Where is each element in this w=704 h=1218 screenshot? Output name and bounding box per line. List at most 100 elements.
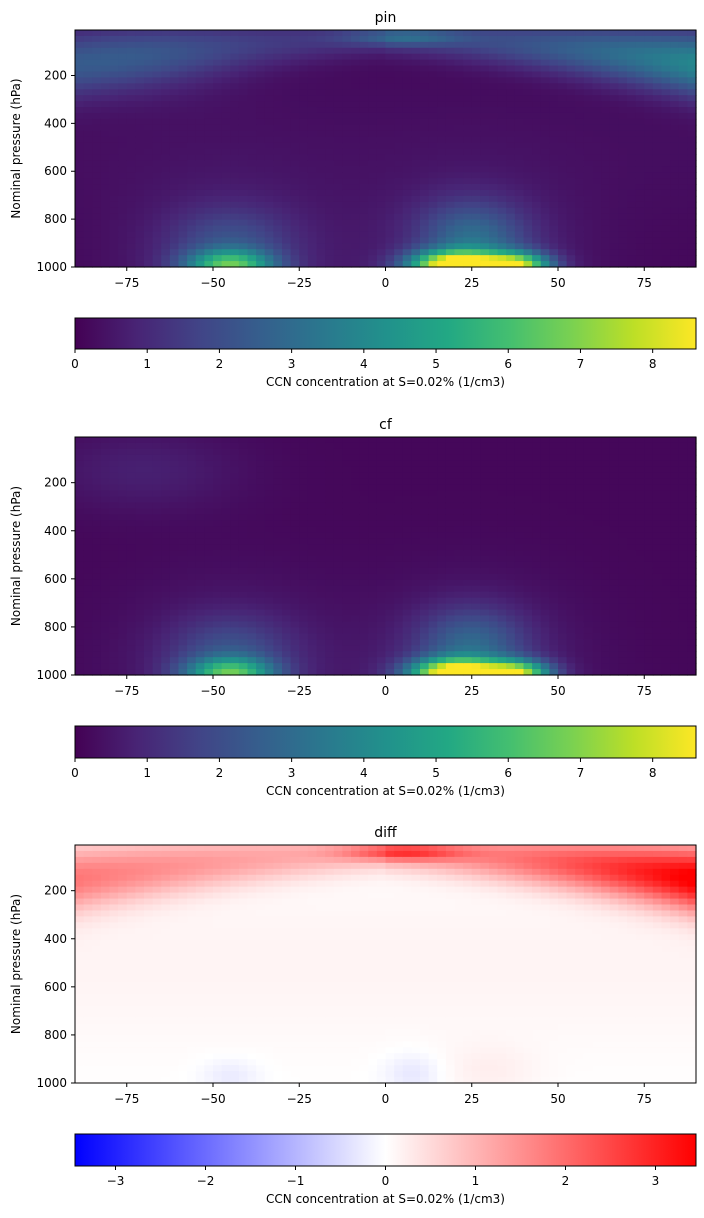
heatmap-cell: [161, 663, 171, 670]
heatmap-cell: [583, 195, 594, 203]
heatmap-cell: [687, 178, 697, 185]
heatmap-cell: [678, 160, 688, 167]
heatmap-cell: [169, 207, 180, 215]
heatmap-cell: [376, 101, 387, 108]
heatmap-cell: [109, 35, 119, 43]
heatmap-cell: [221, 466, 231, 474]
heatmap-cell: [609, 112, 619, 120]
heatmap-cell: [161, 160, 171, 167]
heatmap-cell: [161, 225, 171, 233]
heatmap-cell: [169, 550, 180, 557]
heatmap-cell: [342, 532, 352, 539]
heatmap-cell: [601, 178, 611, 185]
heatmap-cell: [204, 213, 214, 221]
heatmap-cell: [549, 166, 559, 173]
heatmap-cell: [100, 514, 111, 521]
heatmap-cell: [376, 627, 387, 634]
heatmap-cell: [282, 526, 292, 533]
heatmap-cell: [489, 484, 499, 492]
heatmap-cell: [307, 532, 318, 539]
heatmap-cell: [359, 627, 369, 634]
heatmap-cell: [299, 651, 309, 658]
heatmap-cell: [135, 112, 145, 120]
heatmap-cell: [385, 532, 395, 539]
heatmap-cell: [195, 160, 205, 167]
heatmap-cell: [144, 437, 154, 444]
heatmap-cell: [83, 130, 93, 138]
heatmap-cell: [230, 225, 240, 233]
heatmap-cell: [385, 573, 395, 581]
heatmap-cell: [264, 448, 274, 456]
heatmap-cell: [670, 213, 680, 221]
heatmap-cell: [230, 532, 240, 539]
heatmap-cell: [376, 136, 387, 144]
heatmap-cell: [402, 633, 412, 640]
heatmap-cell: [480, 526, 490, 533]
heatmap-cell: [627, 148, 637, 156]
heatmap-cell: [290, 526, 300, 533]
heatmap-cell: [402, 107, 412, 114]
heatmap-cell: [333, 615, 343, 623]
heatmap-cell: [385, 579, 395, 587]
heatmap-cell: [463, 225, 473, 233]
heatmap-cell: [394, 460, 404, 468]
heatmap-cell: [411, 142, 421, 150]
heatmap-cell: [230, 657, 240, 664]
heatmap-cell: [92, 460, 102, 468]
heatmap-cell: [635, 219, 645, 227]
heatmap-cell: [368, 118, 378, 126]
heatmap-cell: [394, 130, 404, 138]
heatmap-cell: [394, 136, 404, 144]
heatmap-cell: [333, 189, 343, 197]
heatmap-cell: [75, 639, 85, 646]
heatmap-cell: [454, 207, 464, 215]
heatmap-cell: [575, 41, 585, 49]
heatmap-cell: [601, 118, 611, 126]
heatmap-cell: [187, 101, 197, 108]
heatmap-cell: [135, 472, 145, 480]
heatmap-cell: [256, 454, 266, 462]
heatmap-cell: [230, 437, 240, 444]
heatmap-cell: [256, 508, 266, 515]
heatmap-cell: [290, 663, 300, 670]
heatmap-cell: [152, 496, 162, 504]
heatmap-cell: [316, 65, 326, 73]
heatmap-cell: [558, 95, 568, 102]
heatmap-cell: [109, 219, 119, 227]
heatmap-cell: [514, 508, 525, 515]
heatmap-cell: [428, 538, 438, 545]
heatmap-cell: [445, 442, 456, 450]
heatmap-cell: [307, 603, 318, 611]
heatmap-cell: [471, 448, 481, 456]
heatmap-cell: [514, 160, 525, 167]
heatmap-cell: [126, 89, 136, 96]
heatmap-cell: [506, 460, 516, 468]
heatmap-cell: [480, 591, 490, 599]
heatmap-cell: [583, 71, 594, 78]
heatmap-cell: [618, 130, 628, 138]
heatmap-cell: [428, 261, 438, 268]
heatmap-cell: [178, 633, 188, 640]
heatmap-cell: [247, 573, 257, 581]
heatmap-cell: [307, 89, 318, 96]
heatmap-cell: [359, 77, 369, 84]
heatmap-cell: [376, 526, 387, 533]
heatmap-cell: [187, 41, 197, 49]
heatmap-cell: [273, 556, 283, 563]
heatmap-cell: [161, 597, 171, 605]
heatmap-cell: [583, 231, 594, 238]
heatmap-cell: [126, 508, 136, 515]
heatmap-cell: [135, 231, 145, 238]
heatmap-cell: [238, 201, 249, 209]
heatmap-cell: [282, 609, 292, 617]
heatmap-cell: [92, 47, 102, 55]
heatmap-cell: [506, 178, 516, 185]
heatmap-cell: [402, 645, 412, 652]
heatmap-cell: [445, 556, 456, 563]
heatmap-cell: [100, 219, 111, 227]
heatmap-cell: [445, 112, 456, 120]
heatmap-cell: [471, 225, 481, 233]
heatmap-cell: [307, 615, 318, 623]
heatmap-cell: [144, 195, 154, 203]
heatmap-cell: [489, 567, 499, 575]
